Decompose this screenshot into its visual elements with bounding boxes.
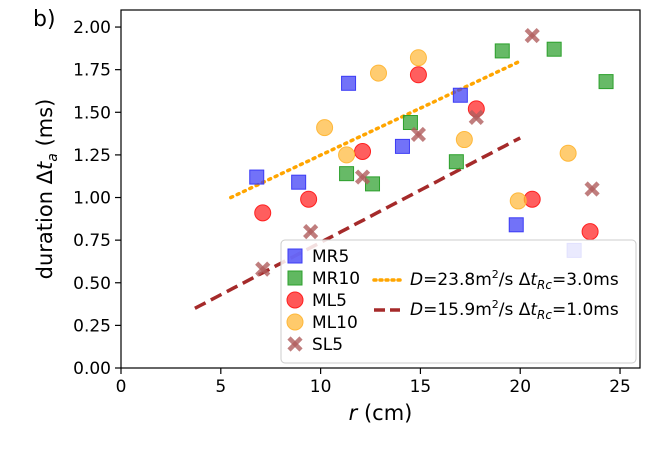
y-tick-label: 1.75 — [73, 61, 111, 81]
point-ml10 — [509, 192, 527, 210]
legend-entry-fit-1: D=23.8m2/s ΔtRc=3.0ms — [372, 268, 619, 292]
y-tick-label: 0.75 — [73, 231, 111, 251]
point-sl5 — [255, 261, 271, 277]
legend-marker-mr10 — [287, 270, 303, 286]
legend-label-sl5: SL5 — [312, 335, 343, 355]
point-ml10 — [370, 64, 388, 82]
point-mr5 — [249, 169, 265, 185]
legend-marker-ml10 — [286, 313, 304, 331]
y-axis-prefix: duration Δ — [33, 169, 57, 279]
y-axis-label: duration Δta (ms) — [33, 99, 61, 280]
legend-entry-mr10: MR10 — [287, 269, 360, 289]
x-tick-label: 10 — [310, 377, 332, 397]
fit-line-2 — [194, 136, 522, 310]
point-mr5 — [341, 75, 357, 91]
legend-label-fit-1: D=23.8m2/s ΔtRc=3.0ms — [410, 268, 619, 292]
x-axis-label: r (cm) — [349, 401, 413, 425]
point-mr10 — [339, 166, 355, 182]
point-mr5 — [452, 87, 468, 103]
point-mr5 — [508, 217, 524, 233]
point-sl5 — [584, 181, 600, 197]
x-tick-label: 20 — [509, 377, 531, 397]
x-axis-unit: (cm) — [357, 401, 412, 425]
legend-marker-ml5 — [286, 291, 304, 309]
panel-label: b) — [33, 7, 56, 32]
fit-line-1 — [229, 59, 522, 200]
data-points — [249, 27, 614, 277]
point-ml5 — [354, 142, 372, 160]
legend-label-fit-2: D=15.9m2/s ΔtRc=1.0ms — [410, 298, 619, 322]
point-sl5 — [354, 169, 371, 185]
point-sl5 — [410, 126, 427, 143]
fit-lines — [194, 59, 522, 310]
y-axis-sub: a — [45, 153, 61, 162]
point-mr10 — [546, 41, 562, 57]
legend-label-mr5: MR5 — [312, 247, 349, 267]
legend-label-ml5: ML5 — [312, 291, 347, 311]
point-ml5 — [581, 223, 599, 241]
y-tick-label: 1.25 — [73, 146, 111, 166]
point-mr10 — [448, 154, 464, 170]
x-axis-ticks: 0 5 10 15 20 25 — [116, 368, 631, 397]
x-tick-label: 25 — [609, 377, 631, 397]
legend-label-mr10: MR10 — [312, 269, 360, 289]
point-mr5 — [394, 138, 410, 154]
point-sl5 — [303, 224, 319, 240]
y-tick-label: 1.00 — [73, 189, 111, 209]
y-tick-label: 0.50 — [73, 274, 111, 294]
legend-entry-mr5: MR5 — [287, 247, 349, 267]
point-ml5 — [254, 204, 272, 222]
legend-entry-ml5: ML5 — [286, 291, 347, 311]
point-ml10 — [338, 146, 356, 164]
x-tick-label: 0 — [116, 377, 127, 397]
point-sl5 — [524, 27, 540, 44]
plot-frame — [120, 9, 641, 369]
y-tick-label: 0.00 — [73, 359, 111, 379]
x-axis-var: r — [349, 401, 359, 425]
y-tick-label: 2.00 — [73, 18, 111, 38]
legend-marker-mr5 — [287, 248, 303, 264]
legend-label-ml10: ML10 — [312, 313, 358, 333]
point-ml10 — [409, 49, 427, 67]
x-tick-label: 15 — [410, 377, 432, 397]
axes — [120, 9, 641, 369]
y-axis-var: t — [33, 161, 57, 170]
point-mr10 — [494, 43, 510, 59]
y-axis-ticks: 0.00 0.25 0.50 0.75 1.00 1.25 1.50 1.75 2.00 — [73, 18, 121, 379]
point-ml5 — [300, 190, 318, 208]
point-ml10 — [316, 119, 334, 137]
point-ml5 — [523, 190, 541, 208]
x-tick-label: 5 — [215, 377, 226, 397]
legend-box — [280, 239, 637, 364]
point-ml5 — [409, 66, 427, 84]
point-mr10 — [402, 115, 418, 131]
y-axis-unit: (ms) — [33, 99, 57, 153]
legend: MR5 MR10 ML5 ML10 SL5 — [280, 239, 637, 364]
legend-entry-sl5: SL5 — [287, 335, 343, 355]
legend-marker-sl5 — [287, 336, 303, 352]
point-sl5 — [468, 109, 484, 125]
point-mr5 — [291, 174, 307, 190]
legend-entry-fit-2: D=15.9m2/s ΔtRc=1.0ms — [374, 298, 619, 322]
point-ml10 — [455, 131, 473, 149]
y-tick-label: 0.25 — [73, 316, 111, 336]
point-ml10 — [559, 144, 577, 162]
point-mr10 — [598, 74, 614, 90]
legend-entry-ml10: ML10 — [286, 313, 358, 333]
y-tick-label: 1.50 — [73, 103, 111, 123]
